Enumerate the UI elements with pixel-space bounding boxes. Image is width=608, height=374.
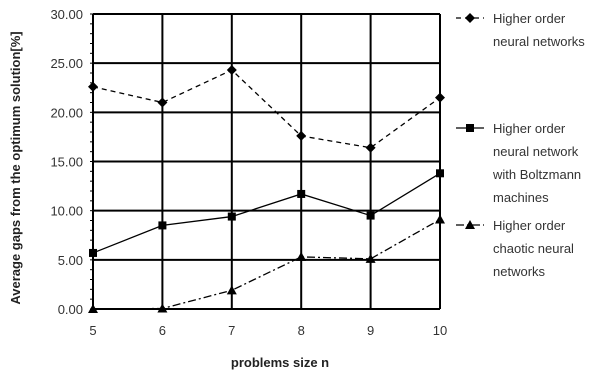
square-marker — [227, 212, 236, 221]
legend-label: neural network — [493, 144, 579, 159]
diamond-marker — [465, 13, 475, 23]
y-tick-label: 30.00 — [50, 7, 83, 22]
series-1 — [88, 65, 445, 153]
square-marker — [158, 221, 167, 230]
legend-label: with Boltzmann — [492, 167, 581, 182]
legend-item-2: Higher order neural network with Boltzmann… — [456, 121, 581, 205]
y-tick-label: 25.00 — [50, 56, 83, 71]
triangle-marker — [296, 251, 307, 261]
diamond-marker — [435, 92, 445, 103]
x-tick-label: 5 — [89, 323, 96, 338]
y-tick-label: 10.00 — [50, 204, 83, 219]
square-marker — [466, 124, 474, 132]
legend-label: Higher order — [493, 11, 566, 26]
legend-item-3: Higher order chaotic neural networks — [456, 218, 574, 279]
legend-label: machines — [493, 190, 549, 205]
triangle-marker — [88, 304, 98, 313]
square-marker — [436, 169, 444, 178]
series-3 — [88, 214, 445, 313]
x-tick-label: 10 — [433, 323, 447, 338]
legend-item-1: Higher order neural networks — [456, 11, 585, 49]
grid-lines — [90, 13, 441, 310]
legend-label: Higher order — [493, 121, 566, 136]
diamond-marker — [157, 97, 168, 108]
x-tick-label: 7 — [228, 323, 235, 338]
series-2 — [89, 169, 444, 257]
y-tick-label: 5.00 — [58, 253, 83, 268]
triangle-marker — [226, 285, 237, 295]
diamond-marker — [226, 65, 237, 76]
series-line — [92, 218, 441, 310]
legend-label: chaotic neural — [493, 241, 574, 256]
x-tick-label: 6 — [159, 323, 166, 338]
series-group — [88, 65, 445, 313]
legend: Higher order neural networks Higher order n… — [456, 11, 585, 279]
triangle-marker — [365, 253, 376, 263]
square-marker — [297, 189, 306, 198]
diamond-marker — [365, 142, 376, 153]
series-line — [92, 69, 441, 149]
legend-label: Higher order — [493, 218, 566, 233]
x-tick-label: 9 — [367, 323, 374, 338]
y-tick-labels: 0.00 5.00 10.00 15.00 20.00 25.00 30.00 — [50, 7, 83, 317]
diamond-marker — [88, 81, 98, 92]
series-line — [92, 172, 441, 254]
x-tick-labels: 5 6 7 8 9 10 — [89, 323, 447, 338]
legend-label: networks — [493, 264, 546, 279]
legend-label: neural networks — [493, 34, 585, 49]
y-axis-title: Average gaps from the optimum solution[%… — [8, 31, 23, 304]
square-marker — [366, 211, 375, 220]
square-marker — [89, 248, 97, 257]
y-tick-label: 15.00 — [50, 155, 83, 170]
triangle-marker — [157, 303, 168, 313]
triangle-marker — [465, 220, 475, 229]
triangle-marker — [435, 214, 445, 224]
x-tick-label: 8 — [298, 323, 305, 338]
diamond-marker — [296, 130, 307, 141]
y-tick-label: 0.00 — [58, 302, 83, 317]
x-axis-title: problems size n — [231, 355, 329, 370]
y-tick-label: 20.00 — [50, 105, 83, 120]
